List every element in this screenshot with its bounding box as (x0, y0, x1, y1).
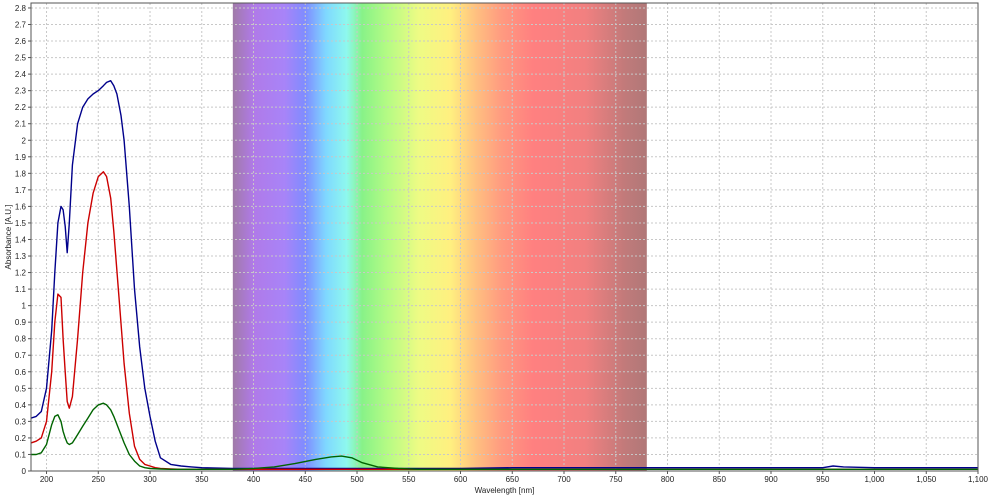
y-tick-label-23: 2.3 (15, 87, 27, 96)
y-tick-label-17: 1.7 (15, 186, 27, 195)
y-tick-label-20: 2 (22, 136, 27, 145)
x-tick-label-2: 300 (143, 475, 157, 484)
y-tick-label-22: 2.2 (15, 103, 27, 112)
x-tick-label-4: 400 (247, 475, 261, 484)
y-tick-label-25: 2.5 (15, 54, 27, 63)
y-tick-label-12: 1.2 (15, 269, 27, 278)
y-tick-label-13: 1.3 (15, 252, 27, 261)
y-tick-label-2: 0.2 (15, 434, 27, 443)
y-tick-label-7: 0.7 (15, 351, 27, 360)
plot-border (30, 2, 979, 472)
y-tick-label-18: 1.8 (15, 169, 27, 178)
x-tick-label-1: 250 (92, 475, 106, 484)
y-tick-label-0: 0 (22, 467, 27, 476)
x-tick-label-5: 450 (299, 475, 313, 484)
series-layer (31, 79, 978, 470)
x-tick-label-0: 200 (40, 475, 54, 484)
x-tick-label-12: 800 (661, 475, 675, 484)
y-tick-label-16: 1.6 (15, 202, 27, 211)
x-axis-ticks: 200 250 300 350 400 450 500 550 600 650 700 750 800 8… (40, 471, 989, 484)
x-tick-label-16: 1,000 (864, 475, 885, 484)
y-tick-label-9: 0.9 (15, 318, 27, 327)
y-tick-label-26: 2.6 (15, 37, 27, 46)
grid-lines (31, 3, 979, 471)
y-tick-label-4: 0.4 (15, 401, 27, 410)
x-tick-label-9: 650 (506, 475, 520, 484)
y-tick-label-3: 0.3 (15, 417, 27, 426)
x-tick-label-6: 500 (350, 475, 364, 484)
y-axis-ticks: 0 0.1 0.2 0.3 0.4 0.5 0.6 0.7 0.8 0.9 1 1.1 1.2 1.3 1.… (15, 4, 31, 476)
visible-spectrum-band (232, 3, 647, 471)
x-axis-title: Wavelength [nm] (475, 486, 535, 495)
y-tick-label-6: 0.6 (15, 368, 27, 377)
y-axis-title: Absorbance [A.U.] (4, 205, 13, 270)
series-line-2 (31, 402, 978, 470)
x-tick-label-13: 850 (713, 475, 727, 484)
y-tick-label-19: 1.9 (15, 153, 27, 162)
x-tick-label-8: 600 (454, 475, 468, 484)
x-tick-label-10: 700 (557, 475, 571, 484)
y-tick-label-28: 2.8 (15, 4, 27, 13)
x-tick-label-7: 550 (402, 475, 416, 484)
y-tick-label-27: 2.7 (15, 20, 27, 29)
x-tick-label-17: 1,050 (916, 475, 937, 484)
y-tick-label-14: 1.4 (15, 235, 27, 244)
x-tick-label-14: 900 (764, 475, 778, 484)
y-tick-label-24: 2.4 (15, 70, 27, 79)
y-tick-label-5: 0.5 (15, 384, 27, 393)
x-tick-label-3: 350 (195, 475, 209, 484)
y-tick-label-1: 0.1 (15, 450, 27, 459)
series-line-0 (31, 79, 978, 470)
y-tick-label-21: 2.1 (15, 120, 27, 129)
x-tick-label-11: 750 (609, 475, 623, 484)
y-tick-label-15: 1.5 (15, 219, 27, 228)
y-tick-label-10: 1 (22, 302, 27, 311)
x-tick-label-18: 1,100 (968, 475, 989, 484)
y-tick-label-11: 1.1 (15, 285, 27, 294)
x-tick-label-15: 950 (816, 475, 830, 484)
y-tick-label-8: 0.8 (15, 335, 27, 344)
